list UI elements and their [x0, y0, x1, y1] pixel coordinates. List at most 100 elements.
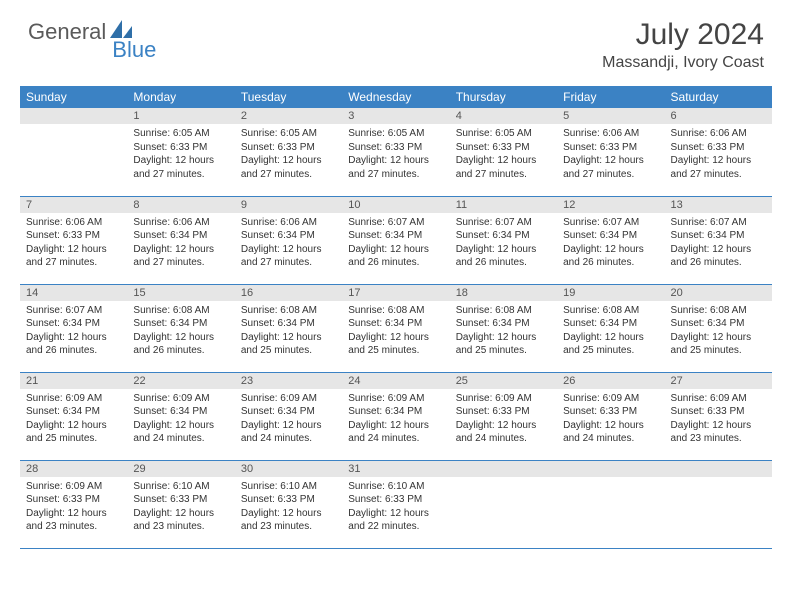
day-number: 25	[450, 373, 557, 389]
day-number: 17	[342, 285, 449, 301]
calendar-table: SundayMondayTuesdayWednesdayThursdayFrid…	[20, 86, 772, 549]
calendar-cell: 24Sunrise: 6:09 AMSunset: 6:34 PMDayligh…	[342, 372, 449, 460]
day-number: 27	[665, 373, 772, 389]
calendar-cell: 6Sunrise: 6:06 AMSunset: 6:33 PMDaylight…	[665, 108, 772, 196]
calendar-cell-empty	[557, 460, 664, 548]
day-number: 10	[342, 197, 449, 213]
calendar-row: 1Sunrise: 6:05 AMSunset: 6:33 PMDaylight…	[20, 108, 772, 196]
calendar-cell: 30Sunrise: 6:10 AMSunset: 6:33 PMDayligh…	[235, 460, 342, 548]
day-details: Sunrise: 6:06 AMSunset: 6:34 PMDaylight:…	[127, 213, 234, 274]
day-details: Sunrise: 6:05 AMSunset: 6:33 PMDaylight:…	[127, 124, 234, 185]
day-details: Sunrise: 6:09 AMSunset: 6:34 PMDaylight:…	[342, 389, 449, 450]
day-details: Sunrise: 6:07 AMSunset: 6:34 PMDaylight:…	[20, 301, 127, 362]
weekday-header: Friday	[557, 86, 664, 108]
calendar-cell: 26Sunrise: 6:09 AMSunset: 6:33 PMDayligh…	[557, 372, 664, 460]
calendar-cell-empty	[450, 460, 557, 548]
calendar-cell: 15Sunrise: 6:08 AMSunset: 6:34 PMDayligh…	[127, 284, 234, 372]
calendar-cell-empty	[20, 108, 127, 196]
day-number: 14	[20, 285, 127, 301]
weekday-header: Saturday	[665, 86, 772, 108]
day-number: 21	[20, 373, 127, 389]
calendar-row: 7Sunrise: 6:06 AMSunset: 6:33 PMDaylight…	[20, 196, 772, 284]
calendar-cell: 10Sunrise: 6:07 AMSunset: 6:34 PMDayligh…	[342, 196, 449, 284]
day-number: 3	[342, 108, 449, 124]
calendar-cell: 27Sunrise: 6:09 AMSunset: 6:33 PMDayligh…	[665, 372, 772, 460]
day-number: 28	[20, 461, 127, 477]
day-number: 8	[127, 197, 234, 213]
day-number: 4	[450, 108, 557, 124]
calendar-cell: 17Sunrise: 6:08 AMSunset: 6:34 PMDayligh…	[342, 284, 449, 372]
calendar-cell: 23Sunrise: 6:09 AMSunset: 6:34 PMDayligh…	[235, 372, 342, 460]
weekday-header: Sunday	[20, 86, 127, 108]
calendar-cell: 2Sunrise: 6:05 AMSunset: 6:33 PMDaylight…	[235, 108, 342, 196]
day-number: 12	[557, 197, 664, 213]
day-details: Sunrise: 6:07 AMSunset: 6:34 PMDaylight:…	[665, 213, 772, 274]
day-details: Sunrise: 6:06 AMSunset: 6:34 PMDaylight:…	[235, 213, 342, 274]
day-number-empty	[20, 108, 127, 124]
day-number: 26	[557, 373, 664, 389]
calendar-cell-empty	[665, 460, 772, 548]
day-details: Sunrise: 6:09 AMSunset: 6:34 PMDaylight:…	[127, 389, 234, 450]
calendar-row: 14Sunrise: 6:07 AMSunset: 6:34 PMDayligh…	[20, 284, 772, 372]
calendar-cell: 25Sunrise: 6:09 AMSunset: 6:33 PMDayligh…	[450, 372, 557, 460]
title-block: July 2024 Massandji, Ivory Coast	[602, 18, 764, 72]
calendar-cell: 22Sunrise: 6:09 AMSunset: 6:34 PMDayligh…	[127, 372, 234, 460]
weekday-header: Monday	[127, 86, 234, 108]
calendar-cell: 5Sunrise: 6:06 AMSunset: 6:33 PMDaylight…	[557, 108, 664, 196]
calendar-row: 28Sunrise: 6:09 AMSunset: 6:33 PMDayligh…	[20, 460, 772, 548]
day-details: Sunrise: 6:09 AMSunset: 6:33 PMDaylight:…	[20, 477, 127, 538]
day-details: Sunrise: 6:05 AMSunset: 6:33 PMDaylight:…	[342, 124, 449, 185]
day-details: Sunrise: 6:10 AMSunset: 6:33 PMDaylight:…	[127, 477, 234, 538]
day-number: 31	[342, 461, 449, 477]
weekday-header: Tuesday	[235, 86, 342, 108]
day-details: Sunrise: 6:09 AMSunset: 6:34 PMDaylight:…	[235, 389, 342, 450]
day-details: Sunrise: 6:07 AMSunset: 6:34 PMDaylight:…	[557, 213, 664, 274]
day-details: Sunrise: 6:05 AMSunset: 6:33 PMDaylight:…	[450, 124, 557, 185]
day-number: 5	[557, 108, 664, 124]
day-number: 22	[127, 373, 234, 389]
day-details: Sunrise: 6:08 AMSunset: 6:34 PMDaylight:…	[235, 301, 342, 362]
calendar-cell: 7Sunrise: 6:06 AMSunset: 6:33 PMDaylight…	[20, 196, 127, 284]
day-details: Sunrise: 6:08 AMSunset: 6:34 PMDaylight:…	[557, 301, 664, 362]
calendar-row: 21Sunrise: 6:09 AMSunset: 6:34 PMDayligh…	[20, 372, 772, 460]
day-number: 13	[665, 197, 772, 213]
month-title: July 2024	[602, 18, 764, 52]
day-number: 6	[665, 108, 772, 124]
day-number: 30	[235, 461, 342, 477]
calendar-cell: 19Sunrise: 6:08 AMSunset: 6:34 PMDayligh…	[557, 284, 664, 372]
day-number: 24	[342, 373, 449, 389]
day-details: Sunrise: 6:06 AMSunset: 6:33 PMDaylight:…	[557, 124, 664, 185]
day-details: Sunrise: 6:10 AMSunset: 6:33 PMDaylight:…	[235, 477, 342, 538]
calendar-cell: 3Sunrise: 6:05 AMSunset: 6:33 PMDaylight…	[342, 108, 449, 196]
calendar-body: 1Sunrise: 6:05 AMSunset: 6:33 PMDaylight…	[20, 108, 772, 548]
weekday-header: Wednesday	[342, 86, 449, 108]
day-details: Sunrise: 6:07 AMSunset: 6:34 PMDaylight:…	[450, 213, 557, 274]
calendar-cell: 13Sunrise: 6:07 AMSunset: 6:34 PMDayligh…	[665, 196, 772, 284]
day-number: 2	[235, 108, 342, 124]
calendar-cell: 31Sunrise: 6:10 AMSunset: 6:33 PMDayligh…	[342, 460, 449, 548]
day-details: Sunrise: 6:08 AMSunset: 6:34 PMDaylight:…	[450, 301, 557, 362]
day-details: Sunrise: 6:06 AMSunset: 6:33 PMDaylight:…	[665, 124, 772, 185]
calendar-cell: 4Sunrise: 6:05 AMSunset: 6:33 PMDaylight…	[450, 108, 557, 196]
day-number: 18	[450, 285, 557, 301]
day-details: Sunrise: 6:07 AMSunset: 6:34 PMDaylight:…	[342, 213, 449, 274]
day-details: Sunrise: 6:09 AMSunset: 6:34 PMDaylight:…	[20, 389, 127, 450]
calendar-cell: 9Sunrise: 6:06 AMSunset: 6:34 PMDaylight…	[235, 196, 342, 284]
day-number: 19	[557, 285, 664, 301]
logo-text-general: General	[28, 19, 106, 45]
day-details: Sunrise: 6:08 AMSunset: 6:34 PMDaylight:…	[342, 301, 449, 362]
weekday-header: Thursday	[450, 86, 557, 108]
day-details: Sunrise: 6:08 AMSunset: 6:34 PMDaylight:…	[665, 301, 772, 362]
calendar-cell: 18Sunrise: 6:08 AMSunset: 6:34 PMDayligh…	[450, 284, 557, 372]
weekday-header-row: SundayMondayTuesdayWednesdayThursdayFrid…	[20, 86, 772, 108]
day-details: Sunrise: 6:06 AMSunset: 6:33 PMDaylight:…	[20, 213, 127, 274]
day-number: 7	[20, 197, 127, 213]
day-details: Sunrise: 6:09 AMSunset: 6:33 PMDaylight:…	[557, 389, 664, 450]
calendar-cell: 14Sunrise: 6:07 AMSunset: 6:34 PMDayligh…	[20, 284, 127, 372]
day-number-empty	[450, 461, 557, 477]
calendar-cell: 20Sunrise: 6:08 AMSunset: 6:34 PMDayligh…	[665, 284, 772, 372]
location: Massandji, Ivory Coast	[602, 54, 764, 72]
day-details: Sunrise: 6:05 AMSunset: 6:33 PMDaylight:…	[235, 124, 342, 185]
day-number: 29	[127, 461, 234, 477]
calendar-cell: 28Sunrise: 6:09 AMSunset: 6:33 PMDayligh…	[20, 460, 127, 548]
